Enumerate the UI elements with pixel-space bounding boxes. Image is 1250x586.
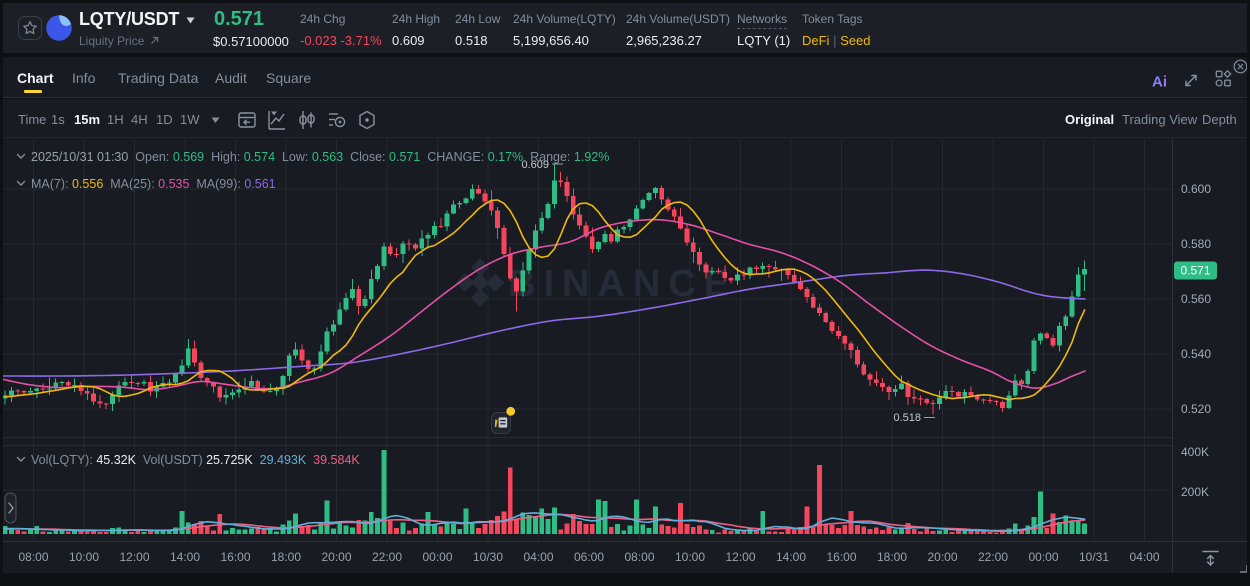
- svg-text:10:00: 10:00: [675, 550, 705, 564]
- svg-text:12:00: 12:00: [119, 550, 149, 564]
- svg-text:16:00: 16:00: [220, 550, 250, 564]
- svg-text:16:00: 16:00: [826, 550, 856, 564]
- svg-text:Ai: Ai: [1152, 74, 1167, 90]
- svg-text:10/31: 10/31: [1079, 550, 1109, 564]
- svg-text:14:00: 14:00: [170, 550, 200, 564]
- svg-text:20:00: 20:00: [927, 550, 957, 564]
- svg-text:22:00: 22:00: [978, 550, 1008, 564]
- svg-text:20:00: 20:00: [321, 550, 351, 564]
- svg-text:10/30: 10/30: [473, 550, 503, 564]
- svg-text:BINANCE: BINANCE: [508, 263, 737, 305]
- svg-text:06:00: 06:00: [574, 550, 604, 564]
- svg-text:0.571: 0.571: [1180, 264, 1210, 278]
- svg-text:400K: 400K: [1181, 445, 1209, 459]
- svg-text:0.609: 0.609: [521, 159, 549, 171]
- svg-text:08:00: 08:00: [18, 550, 48, 564]
- svg-text:12:00: 12:00: [725, 550, 755, 564]
- svg-text:0.540: 0.540: [1181, 347, 1211, 361]
- svg-text:0.518: 0.518: [893, 412, 921, 424]
- svg-text:08:00: 08:00: [624, 550, 654, 564]
- svg-text:04:00: 04:00: [523, 550, 553, 564]
- svg-text:18:00: 18:00: [877, 550, 907, 564]
- svg-text:00:00: 00:00: [1028, 550, 1058, 564]
- svg-text:18:00: 18:00: [271, 550, 301, 564]
- svg-text:0.600: 0.600: [1181, 182, 1211, 196]
- svg-text:0.520: 0.520: [1181, 402, 1211, 416]
- svg-text:00:00: 00:00: [422, 550, 452, 564]
- svg-text:04:00: 04:00: [1129, 550, 1159, 564]
- svg-text:0.560: 0.560: [1181, 292, 1211, 306]
- svg-text:14:00: 14:00: [776, 550, 806, 564]
- svg-text:0.580: 0.580: [1181, 237, 1211, 251]
- svg-text:200K: 200K: [1181, 485, 1209, 499]
- svg-text:22:00: 22:00: [372, 550, 402, 564]
- svg-text:10:00: 10:00: [69, 550, 99, 564]
